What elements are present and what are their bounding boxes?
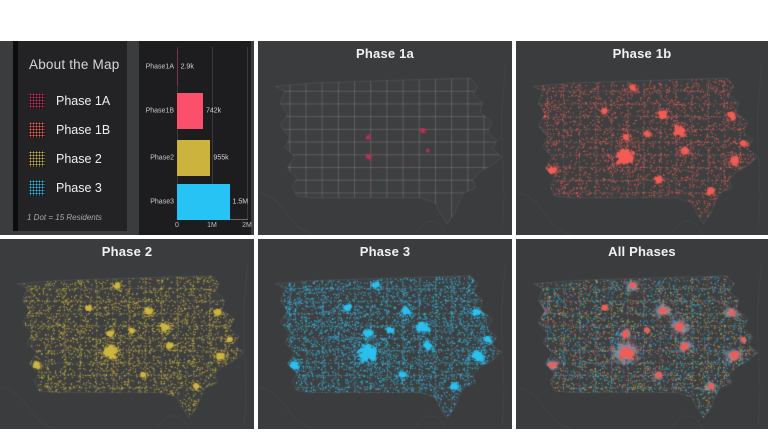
map-title-phase2: Phase 2 <box>101 244 153 259</box>
legend-swatch-icon <box>29 121 45 138</box>
bar <box>177 49 178 85</box>
legend-item: Phase 1B <box>29 115 127 144</box>
map-panel-phase1a: Phase 1a <box>258 41 512 235</box>
chart-row: Phase2 955k <box>139 140 251 176</box>
x-tick-label: 1M <box>207 222 217 229</box>
legend-item-label: Phase 3 <box>56 180 102 195</box>
map-canvas-phase2[interactable] <box>0 239 254 429</box>
map-panel-phase1b: Phase 1b <box>516 41 768 235</box>
legend-title: About the Map <box>29 57 120 72</box>
bar-chart-card: 0 1M 2M Phase1A 2.9k Phase1B 742k Phase2 955k Pha… <box>139 41 252 235</box>
map-canvas-phase1b[interactable] <box>516 41 768 235</box>
map-title-phase1b: Phase 1b <box>612 46 672 61</box>
value-label: 955k <box>213 154 229 162</box>
chart-row: Phase3 1.5M <box>139 184 251 220</box>
map-canvas-phase3[interactable] <box>258 239 512 429</box>
chart-gridline <box>247 47 248 219</box>
map-title-phase1a: Phase 1a <box>356 46 414 61</box>
top-whitespace-band <box>0 0 768 41</box>
chart-row: Phase1A 2.9k <box>139 49 251 85</box>
legend-item-label: Phase 1B <box>56 122 111 137</box>
bar <box>177 93 203 129</box>
dashboard-grid: About the Map Phase 1A Phase 1B Phase 2 Pha… <box>0 41 768 432</box>
map-canvas-all-phases[interactable] <box>516 239 768 429</box>
chart-gridline <box>177 47 178 219</box>
legend-item: Phase 2 <box>29 144 127 173</box>
value-label: 2.9k <box>180 63 194 71</box>
value-label: 1.5M <box>232 198 249 206</box>
category-label: Phase2 <box>150 154 174 162</box>
legend-swatch-icon <box>29 179 45 196</box>
legend-item: Phase 1A <box>29 86 127 115</box>
map-canvas-phase1a[interactable] <box>258 41 512 235</box>
category-label: Phase1A <box>145 63 174 71</box>
map-title-all-phases: All Phases <box>608 244 676 259</box>
map-panel-phase2: Phase 2 <box>0 239 254 429</box>
map-panel-phase3: Phase 3 <box>258 239 512 429</box>
dashboard-section: About the Map Phase 1A Phase 1B Phase 2 Pha… <box>0 41 254 235</box>
bar-chart: 0 1M 2M Phase1A 2.9k Phase1B 742k Phase2 955k Pha… <box>139 41 252 235</box>
chart-row: Phase1B 742k <box>139 93 251 129</box>
map-title-phase3: Phase 3 <box>359 244 411 259</box>
category-label: Phase3 <box>150 198 174 206</box>
bar <box>177 184 230 220</box>
legend-items: Phase 1A Phase 1B Phase 2 Phase 3 <box>29 86 127 202</box>
legend-item-label: Phase 1A <box>56 93 111 108</box>
x-tick-label: 2M <box>242 222 252 229</box>
x-tick-label: 0 <box>175 222 179 229</box>
chart-gridline <box>212 47 213 219</box>
legend-footnote: 1 Dot = 15 Residents <box>27 213 102 222</box>
legend-swatch-icon <box>29 92 45 109</box>
bar <box>177 140 211 176</box>
legend-item: Phase 3 <box>29 173 127 202</box>
legend-card: About the Map Phase 1A Phase 1B Phase 2 Pha… <box>13 41 127 231</box>
value-label: 742k <box>205 107 222 115</box>
legend-swatch-icon <box>29 150 45 167</box>
map-panel-all-phases: All Phases <box>516 239 768 429</box>
category-label: Phase1B <box>145 107 174 115</box>
legend-item-label: Phase 2 <box>56 151 102 166</box>
